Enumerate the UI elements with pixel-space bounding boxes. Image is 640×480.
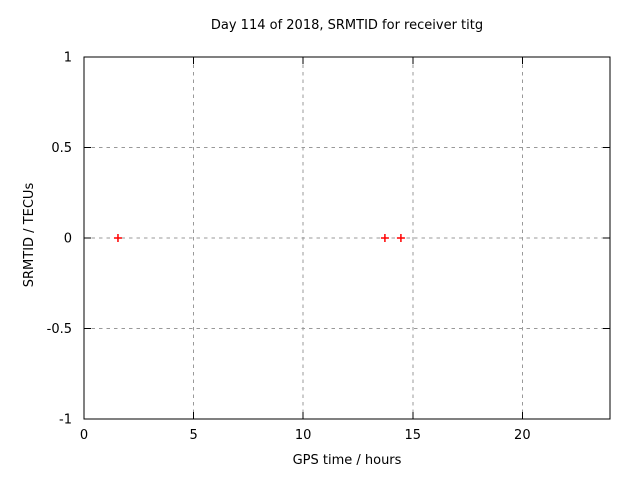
x-tick-label: 0 [80,428,88,443]
chart-title: Day 114 of 2018, SRMTID for receiver tit… [210,18,484,33]
x-tick-label: 15 [404,428,421,443]
y-tick-label: 0 [64,232,72,247]
y-tick-label: 0.5 [51,141,72,156]
y-tick-label: -1 [59,413,72,428]
y-tick-label: -0.5 [47,322,72,337]
y-tick-label: 1 [64,51,72,66]
x-tick-label: 5 [189,428,197,443]
data-point-marker [380,234,389,242]
data-point-marker [113,234,122,242]
x-tick-label: 10 [295,428,312,443]
data-point-marker [396,234,405,242]
x-tick-label: 20 [514,428,531,443]
x-axis-label: GPS time / hours [292,453,402,468]
